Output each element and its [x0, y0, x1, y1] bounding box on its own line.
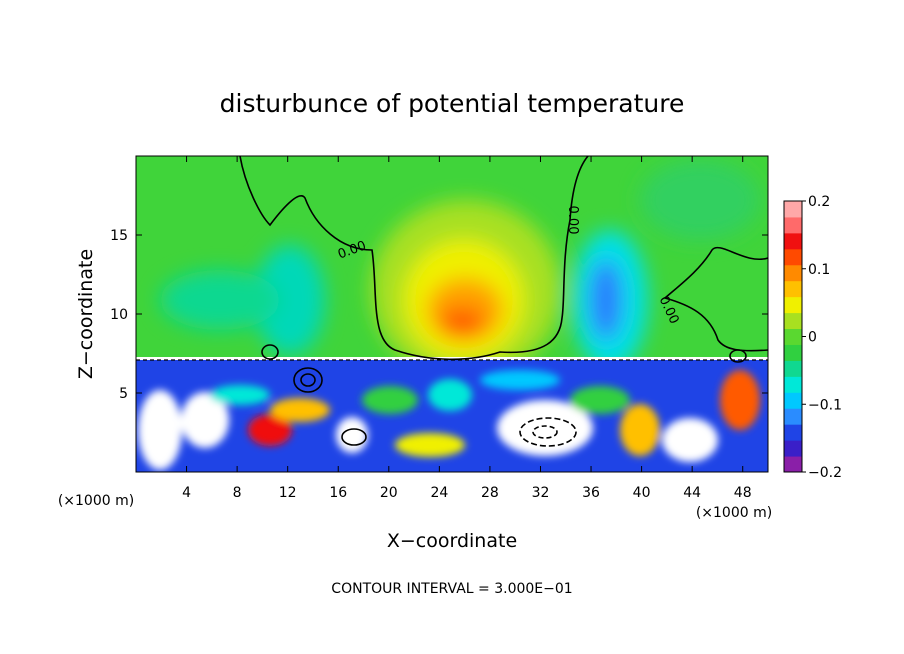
contour-zero-right: [663, 246, 768, 352]
y-tick-label: 5: [119, 386, 128, 402]
cool-band-left: [160, 270, 280, 330]
colorbar-swatch: [784, 408, 802, 425]
x-tick-label: 48: [734, 485, 752, 501]
colorbar-swatch: [784, 360, 802, 377]
colorbar-swatch: [784, 216, 802, 234]
colorbar-tick-label: −0.2: [808, 465, 842, 481]
x-tick-label: 16: [329, 485, 347, 501]
warm-core: [440, 308, 484, 336]
x-axis: 4 8 12 16 20 24 28 32 36 40 44 48: [182, 156, 752, 501]
x-tick-label: 44: [683, 485, 701, 501]
colorbar-swatch: [784, 424, 802, 441]
cool-patch-upper-right: [640, 160, 760, 240]
contour-zero-left: [239, 156, 589, 361]
colorbar-swatch: [784, 328, 802, 345]
colorbar-swatch: [784, 280, 802, 298]
x-tick-label: 20: [380, 485, 398, 501]
chart-title: disturbunce of potential temperature: [220, 89, 685, 118]
contour-label-middle: 0.00: [565, 206, 580, 235]
y-tick-label: 15: [110, 228, 128, 244]
y-tick-label: 10: [110, 307, 128, 323]
x-tick-label: 4: [182, 485, 191, 501]
colorbar-swatch: [784, 392, 802, 409]
x-tick-label: 8: [233, 485, 242, 501]
x-tick-label: 28: [481, 485, 499, 501]
x-axis-label: X−coordinate: [387, 530, 517, 552]
colorbar-swatch: [784, 456, 802, 473]
colorbar-swatch: [784, 264, 802, 282]
colorbar-swatch: [784, 232, 802, 250]
colorbar-tick-label: 0.2: [808, 194, 830, 210]
y-axis-label: Z−coordinate: [75, 249, 97, 379]
x-tick-label: 36: [582, 485, 600, 501]
colorbar-swatch: [784, 296, 802, 314]
cool-column-right-core: [590, 260, 622, 340]
x-unit-left: (×1000 m): [58, 493, 134, 509]
contours: [136, 156, 768, 447]
colorbar-swatch: [784, 440, 802, 457]
y-axis: 5 10 15: [110, 228, 768, 402]
colorbar-tick-label: −0.1: [808, 397, 842, 413]
colorbar: 0.2 0.1 0 −0.1 −0.2: [783, 194, 842, 481]
x-tick-label: 12: [279, 485, 297, 501]
plot-area: 0.00 0.00 0.00: [136, 156, 768, 472]
contour-interval-note: CONTOUR INTERVAL = 3.000E−01: [331, 581, 572, 597]
x-tick-label: 24: [430, 485, 448, 501]
colorbar-tick-label: 0.1: [808, 262, 830, 278]
x-tick-label: 32: [532, 485, 550, 501]
colorbar-swatch: [784, 201, 802, 218]
x-unit-right: (×1000 m): [696, 505, 772, 521]
x-tick-label: 40: [633, 485, 651, 501]
colorbar-swatch: [784, 344, 802, 361]
colorbar-swatch: [784, 312, 802, 330]
colorbar-swatch: [784, 376, 802, 393]
colorbar-tick-label: 0: [808, 330, 817, 346]
colorbar-swatch: [784, 248, 802, 266]
cool-column-left: [255, 245, 325, 355]
